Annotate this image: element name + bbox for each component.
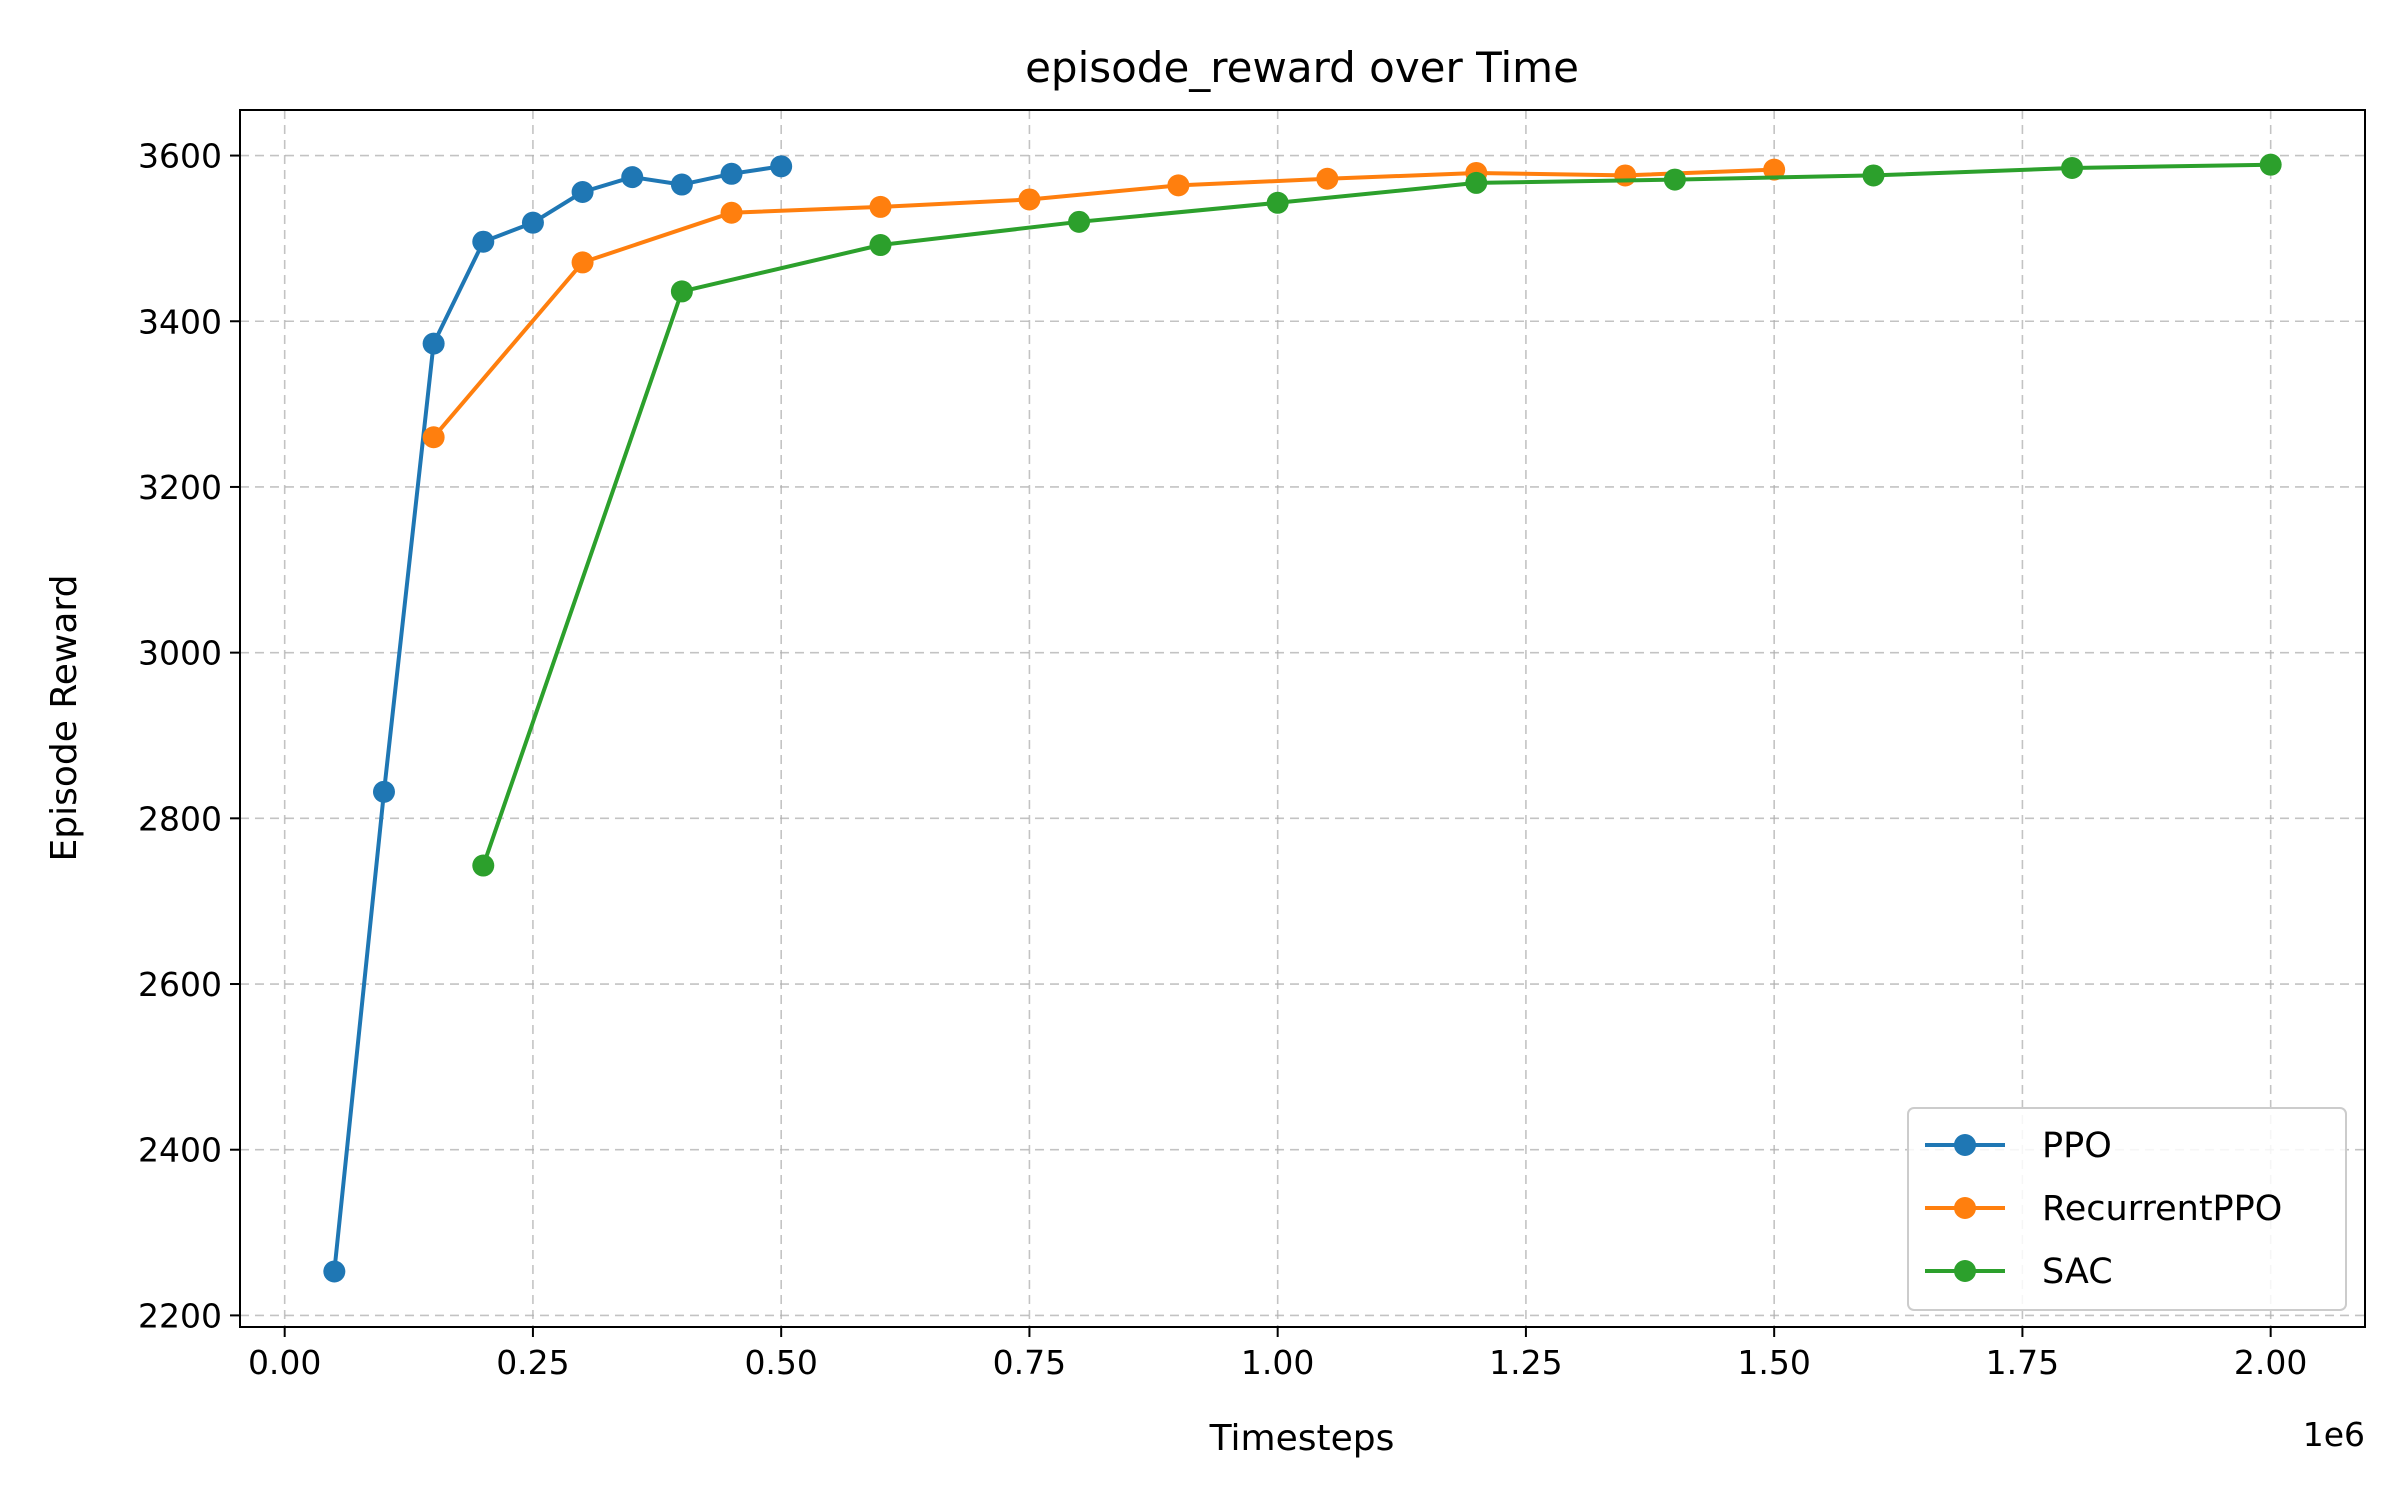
data-point-recurrentppo — [1763, 158, 1786, 181]
chart-title: episode_reward over Time — [1025, 43, 1579, 92]
x-tick-label: 1.25 — [1489, 1343, 1562, 1382]
data-point-recurrentppo — [1167, 174, 1190, 197]
grid — [240, 110, 2365, 1327]
y-tick-label: 2800 — [138, 799, 222, 838]
data-point-sac — [1068, 210, 1091, 233]
data-point-sac — [1465, 171, 1488, 194]
data-point-ppo — [770, 155, 793, 178]
legend-item-sac: SAC — [1925, 1252, 2113, 1292]
x-tick-label: 2.00 — [2234, 1343, 2307, 1382]
x-axis-ticks: 0.00 0.25 0.50 0.75 1.00 1.25 1.50 1.75 2.00 — [248, 1327, 2307, 1382]
legend-marker — [1954, 1197, 1976, 1219]
legend-box — [1907, 1107, 2347, 1311]
legend-marker — [1954, 1134, 1976, 1156]
x-tick-label: 1.00 — [1241, 1343, 1314, 1382]
data-point-recurrentppo — [869, 195, 892, 218]
series-line-ppo — [332, 164, 782, 1272]
series-ppo — [323, 155, 793, 1283]
legend-label: SAC — [2042, 1252, 2113, 1292]
y-tick-label: 3600 — [138, 137, 222, 176]
data-point-recurrentppo — [1018, 188, 1041, 211]
data-point-ppo — [621, 166, 644, 189]
y-tick-label: 3200 — [138, 468, 222, 507]
legend-item-ppo: PPO — [1925, 1126, 2112, 1166]
data-point-sac — [869, 234, 892, 257]
series-sac — [472, 153, 2282, 877]
data-point-ppo — [372, 780, 395, 803]
x-tick-label: 1.50 — [1737, 1343, 1810, 1382]
series-line-recurrentppo — [432, 167, 1775, 439]
data-point-ppo — [521, 211, 544, 234]
series-layer — [323, 153, 2282, 1283]
data-point-recurrentppo — [720, 201, 743, 224]
y-axis-ticks: 2200 2400 2600 2800 3000 3200 3400 3600 — [138, 137, 240, 1335]
x-tick-label: 0.00 — [248, 1343, 321, 1382]
data-point-recurrentppo — [571, 251, 594, 274]
x-tick-label: 0.50 — [744, 1343, 817, 1382]
data-point-recurrentppo — [422, 426, 445, 449]
y-tick-label: 3400 — [138, 302, 222, 341]
data-point-sac — [1663, 168, 1686, 191]
legend-item-recurrentppo: RecurrentPPO — [1925, 1189, 2282, 1229]
data-point-ppo — [720, 162, 743, 185]
data-point-sac — [472, 854, 495, 877]
data-point-sac — [670, 280, 693, 303]
legend: PPO RecurrentPPO SAC — [1907, 1107, 2347, 1311]
x-tick-label: 1.75 — [1986, 1343, 2059, 1382]
legend-items: PPO RecurrentPPO SAC — [1925, 1126, 2282, 1292]
data-point-ppo — [323, 1260, 346, 1283]
data-point-sac — [1266, 191, 1289, 214]
legend-label: PPO — [2042, 1126, 2112, 1166]
data-point-sac — [2061, 156, 2084, 179]
data-point-ppo — [422, 332, 445, 355]
data-point-recurrentppo — [1316, 167, 1339, 190]
legend-label: RecurrentPPO — [2042, 1189, 2282, 1229]
data-point-recurrentppo — [1614, 164, 1637, 187]
y-axis-label: Episode Reward — [44, 575, 85, 862]
series-line-sac — [481, 162, 2271, 867]
data-point-ppo — [670, 173, 693, 196]
data-point-sac — [2259, 153, 2282, 176]
x-tick-label: 0.75 — [993, 1343, 1066, 1382]
y-tick-label: 2200 — [138, 1296, 222, 1335]
plot-frame — [239, 109, 2366, 1328]
data-point-ppo — [472, 230, 495, 253]
y-tick-label: 2600 — [138, 965, 222, 1004]
x-axis-offset-label: 1e6 — [2303, 1415, 2365, 1454]
data-point-sac — [1862, 164, 1885, 187]
y-tick-label: 3000 — [138, 634, 222, 673]
legend-marker — [1954, 1260, 1976, 1282]
x-axis-label: Timesteps — [1209, 1418, 1395, 1459]
x-tick-label: 0.25 — [496, 1343, 569, 1382]
y-tick-label: 2400 — [138, 1131, 222, 1170]
data-point-ppo — [571, 181, 594, 204]
